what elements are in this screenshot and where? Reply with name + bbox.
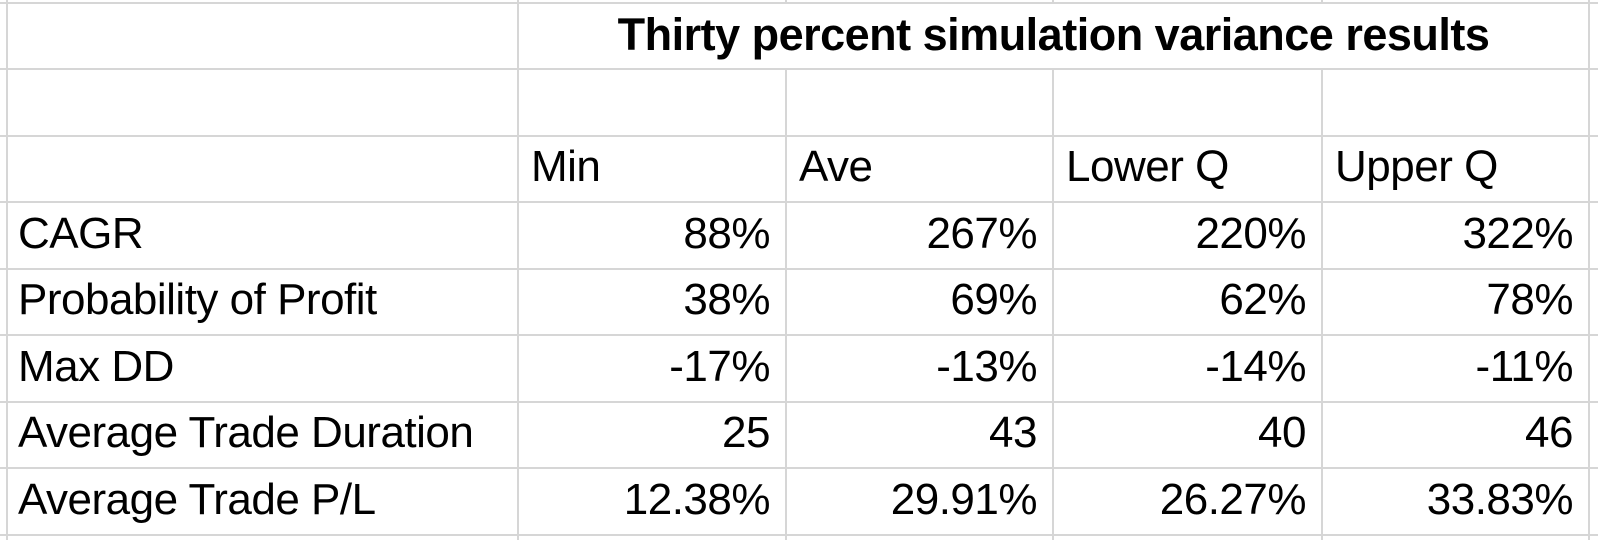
cell-max-dd-lower-q[interactable]: -14% [1054,336,1323,403]
cell-max-dd-upper-q[interactable]: -11% [1323,336,1590,403]
sliver-cell [0,403,8,469]
row-label-cagr[interactable]: CAGR [8,203,519,270]
partial-cell [1054,536,1323,540]
sliver-cell [0,336,8,403]
partial-cell [1323,0,1590,4]
row-label-average-trade-duration[interactable]: Average Trade Duration [8,403,519,469]
cell-max-dd-min[interactable]: -17% [519,336,787,403]
partial-cell [519,0,787,4]
cell-pl-upper-q[interactable]: 33.83% [1323,469,1590,536]
sliver-cell [0,4,8,70]
sliver-cell [1590,70,1598,137]
cell-duration-upper-q[interactable]: 46 [1323,403,1590,469]
cell-cagr-ave[interactable]: 267% [787,203,1054,270]
sliver-cell [0,203,8,270]
sliver-cell [0,270,8,336]
header-upper-q[interactable]: Upper Q [1323,137,1590,203]
partial-cell [1590,536,1598,540]
cell-probability-min[interactable]: 38% [519,270,787,336]
cell-probability-ave[interactable]: 69% [787,270,1054,336]
partial-cell [0,536,8,540]
sliver-cell [1590,403,1598,469]
partial-cell [1054,0,1323,4]
cell-probability-lower-q[interactable]: 62% [1054,270,1323,336]
row-label-max-dd[interactable]: Max DD [8,336,519,403]
empty-cell[interactable] [1323,70,1590,137]
header-ave[interactable]: Ave [787,137,1054,203]
empty-cell[interactable] [8,137,519,203]
row-label-probability-of-profit[interactable]: Probability of Profit [8,270,519,336]
sliver-cell [1590,336,1598,403]
partial-cell [787,536,1054,540]
sliver-cell [1590,203,1598,270]
partial-cell [787,0,1054,4]
sliver-cell [0,469,8,536]
empty-cell[interactable] [1054,70,1323,137]
sliver-cell [0,137,8,203]
partial-cell [1590,0,1598,4]
partial-cell [519,536,787,540]
cell-pl-min[interactable]: 12.38% [519,469,787,536]
cell-duration-lower-q[interactable]: 40 [1054,403,1323,469]
cell-max-dd-ave[interactable]: -13% [787,336,1054,403]
sliver-cell [1590,4,1598,70]
sliver-cell [1590,137,1598,203]
title-cell[interactable]: Thirty percent simulation variance resul… [519,4,1590,70]
header-min[interactable]: Min [519,137,787,203]
row-label-average-trade-pl[interactable]: Average Trade P/L [8,469,519,536]
sliver-cell [0,70,8,137]
cell-duration-min[interactable]: 25 [519,403,787,469]
partial-cell [0,0,8,4]
empty-cell[interactable] [8,70,519,137]
cell-cagr-upper-q[interactable]: 322% [1323,203,1590,270]
cell-pl-lower-q[interactable]: 26.27% [1054,469,1323,536]
cell-cagr-min[interactable]: 88% [519,203,787,270]
cell-pl-ave[interactable]: 29.91% [787,469,1054,536]
cell-probability-upper-q[interactable]: 78% [1323,270,1590,336]
partial-cell [1323,536,1590,540]
sliver-cell [1590,469,1598,536]
header-lower-q[interactable]: Lower Q [1054,137,1323,203]
partial-cell [8,0,519,4]
empty-cell[interactable] [8,4,519,70]
cell-duration-ave[interactable]: 43 [787,403,1054,469]
empty-cell[interactable] [787,70,1054,137]
cell-cagr-lower-q[interactable]: 220% [1054,203,1323,270]
sliver-cell [1590,270,1598,336]
partial-cell [8,536,519,540]
empty-cell[interactable] [519,70,787,137]
